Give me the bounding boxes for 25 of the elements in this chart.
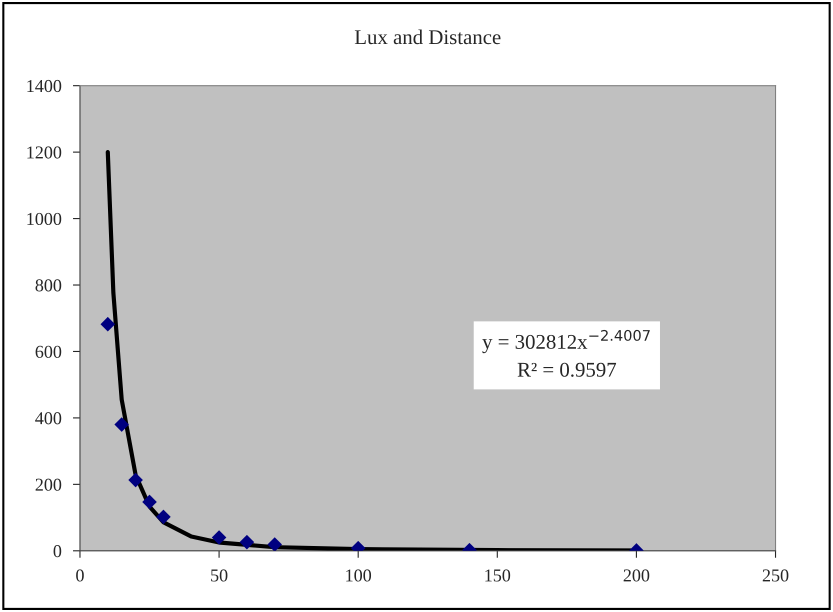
y-tick-label: 600 xyxy=(36,346,62,358)
point xyxy=(156,510,171,524)
x-tick-label: 250 xyxy=(762,569,788,582)
point xyxy=(267,537,282,551)
point xyxy=(212,530,226,545)
x-tick-label: 0 xyxy=(76,569,84,582)
y-tick-label: 1000 xyxy=(27,212,62,226)
y-tick-label: 1200 xyxy=(27,146,62,159)
point xyxy=(142,494,157,510)
x-tick-label: 200 xyxy=(624,569,650,582)
chart-title: Lux and Distance xyxy=(354,30,500,44)
y-tick-label: 1400 xyxy=(27,80,62,92)
x-tick-label: 150 xyxy=(485,569,510,582)
y-tick-label: 800 xyxy=(36,279,62,292)
x-tick-label: 50 xyxy=(211,569,228,582)
annotation: R² = 0.9597 xyxy=(518,362,616,377)
y-tick-label: 400 xyxy=(35,412,62,424)
point xyxy=(114,417,129,432)
y-tick-label: 0 xyxy=(54,545,62,558)
x-tick-label: 100 xyxy=(346,569,372,582)
annotation: y = 302812x$^{−2.4007}$ xyxy=(482,330,650,354)
point xyxy=(240,534,254,550)
point xyxy=(100,316,116,332)
point xyxy=(128,472,143,488)
y-tick-label: 200 xyxy=(36,478,62,491)
